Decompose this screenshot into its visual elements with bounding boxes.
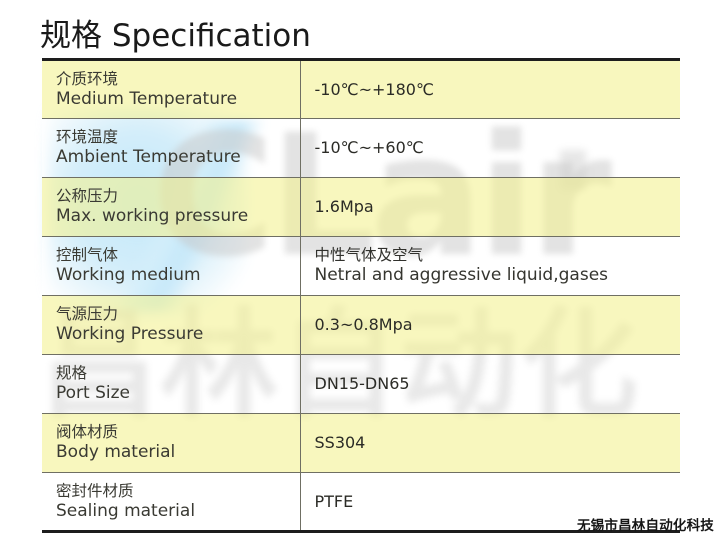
table-row: 阀体材质 Body material SS304 xyxy=(42,413,680,473)
table-row: 规格 Port Size DN15-DN65 xyxy=(42,354,680,414)
row-label-en: Working Pressure xyxy=(56,324,204,345)
specification-table-body: 介质环境 Medium Temperature -10℃~+180℃ 环境温度 … xyxy=(42,59,680,532)
row-value-cn: 中性气体及空气 xyxy=(314,246,424,265)
row-label-cn: 环境温度 xyxy=(56,128,119,147)
table-row: 密封件材质 Sealing material PTFE xyxy=(42,472,680,532)
table-row: 介质环境 Medium Temperature -10℃~+180℃ xyxy=(42,59,680,119)
specification-table: 介质环境 Medium Temperature -10℃~+180℃ 环境温度 … xyxy=(42,58,680,533)
table-row: 控制气体 Working medium 中性气体及空气 Netral and a… xyxy=(42,236,680,296)
row-label-en: Body material xyxy=(56,442,176,463)
row-label-cn: 介质环境 xyxy=(56,69,119,88)
row-label-cn: 阀体材质 xyxy=(56,423,119,442)
row-value-cell: 中性气体及空气 Netral and aggressive liquid,gas… xyxy=(299,236,680,296)
row-value-en: SS304 xyxy=(314,433,366,452)
row-label-cell: 环境温度 Ambient Temperature xyxy=(42,118,300,178)
row-value-en: 0.3~0.8Mpa xyxy=(314,315,413,334)
row-label-cell: 规格 Port Size xyxy=(42,354,300,414)
table-row: 公称压力 Max. working pressure 1.6Mpa xyxy=(42,177,680,237)
row-label-cn: 规格 xyxy=(56,364,88,383)
row-label-en: Port Size xyxy=(56,383,131,404)
row-value-cell: DN15-DN65 xyxy=(299,354,680,414)
row-label-en: Sealing material xyxy=(56,500,196,521)
row-value-en: 1.6Mpa xyxy=(314,197,374,216)
company-watermark-label: 无锡市昌林自动化科技 xyxy=(577,518,714,534)
row-value-cell: -10℃~+180℃ xyxy=(299,59,680,119)
row-label-cell: 介质环境 Medium Temperature xyxy=(42,59,300,119)
row-label-en: Max. working pressure xyxy=(56,206,249,227)
table-row: 气源压力 Working Pressure 0.3~0.8Mpa xyxy=(42,295,680,355)
row-value-cell: 0.3~0.8Mpa xyxy=(299,295,680,355)
row-label-en: Working medium xyxy=(56,265,201,286)
row-label-cn: 密封件材质 xyxy=(56,481,134,500)
row-value-en: PTFE xyxy=(314,491,354,511)
row-label-cn: 控制气体 xyxy=(56,246,119,265)
row-value-en: DN15-DN65 xyxy=(314,374,410,393)
row-label-en: Medium Temperature xyxy=(56,88,238,109)
row-value-cell: SS304 xyxy=(299,413,680,473)
row-label-cn: 气源压力 xyxy=(56,305,119,324)
row-label-en: Ambient Temperature xyxy=(56,147,241,168)
row-value-en: -10℃~+60℃ xyxy=(314,138,424,157)
row-label-cell: 阀体材质 Body material xyxy=(42,413,300,473)
row-value-cell: PTFE xyxy=(299,472,680,532)
row-label-cell: 密封件材质 Sealing material xyxy=(42,472,300,532)
row-value-en: Netral and aggressive liquid,gases xyxy=(314,265,609,286)
row-value-cell: 1.6Mpa xyxy=(299,177,680,237)
page-title: 规格 Specification xyxy=(40,18,311,54)
row-value-cell: -10℃~+60℃ xyxy=(299,118,680,178)
row-label-cell: 气源压力 Working Pressure xyxy=(42,295,300,355)
row-label-cell: 控制气体 Working medium xyxy=(42,236,300,296)
row-label-cn: 公称压力 xyxy=(56,187,119,206)
row-label-cell: 公称压力 Max. working pressure xyxy=(42,177,300,237)
table-row: 环境温度 Ambient Temperature -10℃~+60℃ xyxy=(42,118,680,178)
row-value-en: -10℃~+180℃ xyxy=(314,79,434,99)
